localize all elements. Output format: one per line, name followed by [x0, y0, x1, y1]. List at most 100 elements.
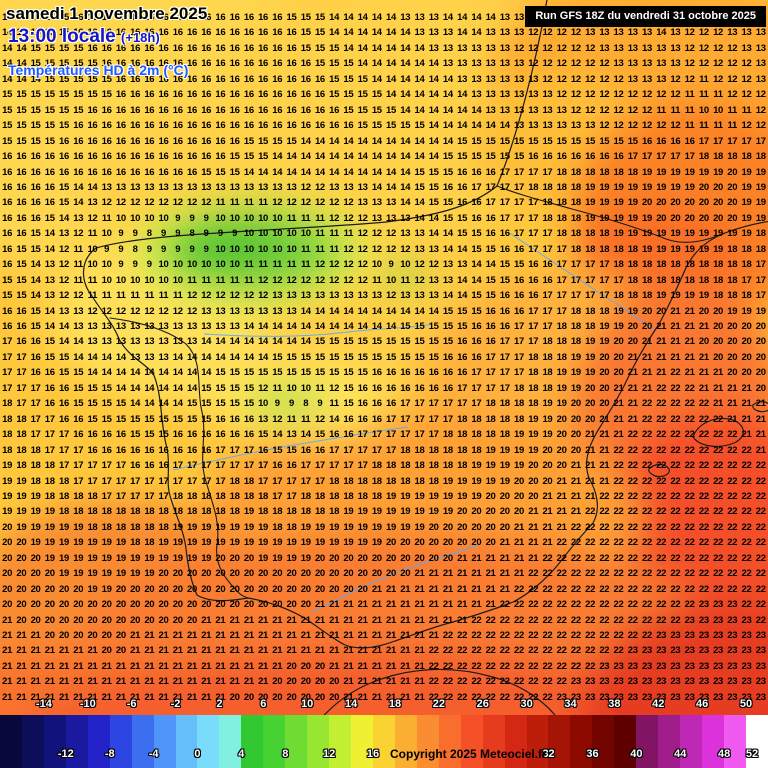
temp-value: 15 — [243, 382, 254, 394]
temp-value: 12 — [585, 42, 596, 54]
temp-value: 16 — [16, 228, 27, 240]
temp-value: 22 — [684, 552, 695, 564]
temp-value: 17 — [329, 444, 340, 456]
temp-value: 22 — [499, 614, 510, 626]
temp-value: 20 — [741, 351, 752, 363]
temp-value: 17 — [386, 444, 396, 456]
temp-value: 13 — [414, 12, 425, 23]
temp-value: 16 — [130, 104, 141, 116]
temp-value: 13 — [130, 336, 141, 348]
temp-value: 18 — [556, 228, 567, 240]
temp-value: 18 — [656, 259, 667, 271]
temp-value: 14 — [229, 351, 240, 363]
temp-value: 18 — [499, 398, 510, 410]
temp-value: 15 — [59, 89, 69, 101]
scale-tick-label: 18 — [388, 698, 402, 710]
temp-value: 16 — [130, 27, 141, 39]
temp-grid-row: 20 20 20 20 19 19 19 19 19 19 19 20 20 20 20 20 20 20 20 20… — [0, 566, 768, 581]
temp-value: 13 — [400, 228, 411, 240]
temp-value: 13 — [613, 42, 624, 54]
scale-cell — [43, 715, 66, 768]
temp-value: 18 — [585, 305, 596, 317]
temp-value: 14 — [386, 166, 396, 178]
temp-value: 17 — [514, 321, 524, 332]
temp-value: 19 — [585, 181, 596, 193]
temp-value: 20 — [627, 321, 638, 332]
temp-value: 21 — [229, 676, 240, 688]
temp-value: 14 — [101, 351, 112, 363]
temp-value: 16 — [115, 73, 126, 85]
temp-value: 19 — [670, 290, 681, 302]
temp-value: 20 — [300, 583, 311, 595]
temp-value: 21 — [371, 599, 382, 611]
temp-value: 13 — [542, 104, 553, 116]
temp-value: 21 — [741, 413, 752, 425]
temp-value: 14 — [300, 429, 311, 441]
temp-value: 14 — [258, 351, 269, 363]
temp-value: 18 — [755, 228, 766, 240]
temp-value: 16 — [641, 135, 652, 147]
temp-value: 17 — [371, 429, 382, 441]
temp-value: 17 — [514, 336, 524, 348]
temp-value: 23 — [570, 691, 581, 703]
temp-value: 15 — [16, 12, 27, 23]
temp-value: 22 — [499, 630, 510, 641]
temp-value: 16 — [101, 12, 112, 23]
temp-value: 16 — [172, 166, 183, 178]
temp-grid-row: 21 21 21 21 21 21 21 21 21 21 21 21 21 21 21 21 21 21 21 21… — [0, 659, 768, 674]
temp-value: 18 — [343, 490, 354, 502]
temp-value: 21 — [215, 691, 226, 703]
temp-value: 16 — [386, 382, 396, 394]
temp-value: 22 — [755, 568, 766, 580]
temp-value: 13 — [656, 73, 667, 85]
temp-value: 13 — [286, 290, 297, 302]
temp-value: 21 — [229, 614, 240, 626]
temp-value: 16 — [44, 166, 55, 178]
scale-tick-label: 22 — [432, 698, 445, 710]
temp-value: 22 — [727, 552, 738, 564]
temp-value: 15 — [371, 351, 382, 363]
temp-value: 18 — [329, 475, 340, 487]
temp-value: 14 — [329, 413, 340, 425]
temp-value: 11 — [684, 120, 695, 132]
temp-value: 12 — [755, 89, 766, 101]
temp-value: 19 — [44, 521, 55, 533]
temp-value: 22 — [684, 382, 695, 394]
temp-value: 21 — [357, 660, 368, 672]
temp-value: 22 — [713, 413, 724, 425]
temp-value: 21 — [30, 691, 41, 703]
temp-value: 16 — [186, 12, 197, 23]
temp-value: 21 — [258, 630, 269, 641]
temp-value: 18 — [144, 537, 155, 549]
temp-value: 12 — [172, 305, 183, 317]
temp-value: 15 — [215, 367, 226, 379]
temp-value: 22 — [698, 490, 709, 502]
temp-value: 17 — [329, 460, 340, 472]
temp-value: 22 — [656, 460, 667, 472]
temp-value: 22 — [684, 475, 695, 487]
temp-value: 16 — [158, 444, 169, 456]
run-info-label: Run GFS 18Z du vendredi 31 octobre 2025 — [535, 10, 756, 22]
temp-value: 22 — [556, 552, 567, 564]
temp-value: 17 — [485, 351, 496, 363]
temp-value: 22 — [542, 583, 553, 595]
temp-value: 22 — [741, 460, 752, 472]
temp-grid-row: 19 19 19 18 18 18 18 17 17 17 17 17 18 18 18 18 18 18 18 17… — [0, 489, 768, 504]
temp-value: 12 — [286, 197, 297, 209]
temp-value: 16 — [115, 166, 126, 178]
temp-value: 14 — [59, 212, 69, 224]
temp-value: 10 — [286, 382, 297, 394]
temp-value: 15 — [258, 367, 269, 379]
temp-value: 10 — [300, 382, 311, 394]
temp-value: 18 — [400, 460, 411, 472]
temp-value: 22 — [641, 521, 652, 533]
temp-value: 21 — [528, 506, 539, 518]
temp-value: 17 — [314, 475, 325, 487]
temp-value: 21 — [186, 691, 197, 703]
temp-value: 16 — [457, 336, 468, 348]
temp-value: 14 — [343, 321, 354, 332]
temp-value: 12 — [343, 274, 354, 286]
temp-value: 14 — [471, 274, 482, 286]
temp-value: 21 — [755, 413, 766, 425]
temp-value: 22 — [755, 475, 766, 487]
